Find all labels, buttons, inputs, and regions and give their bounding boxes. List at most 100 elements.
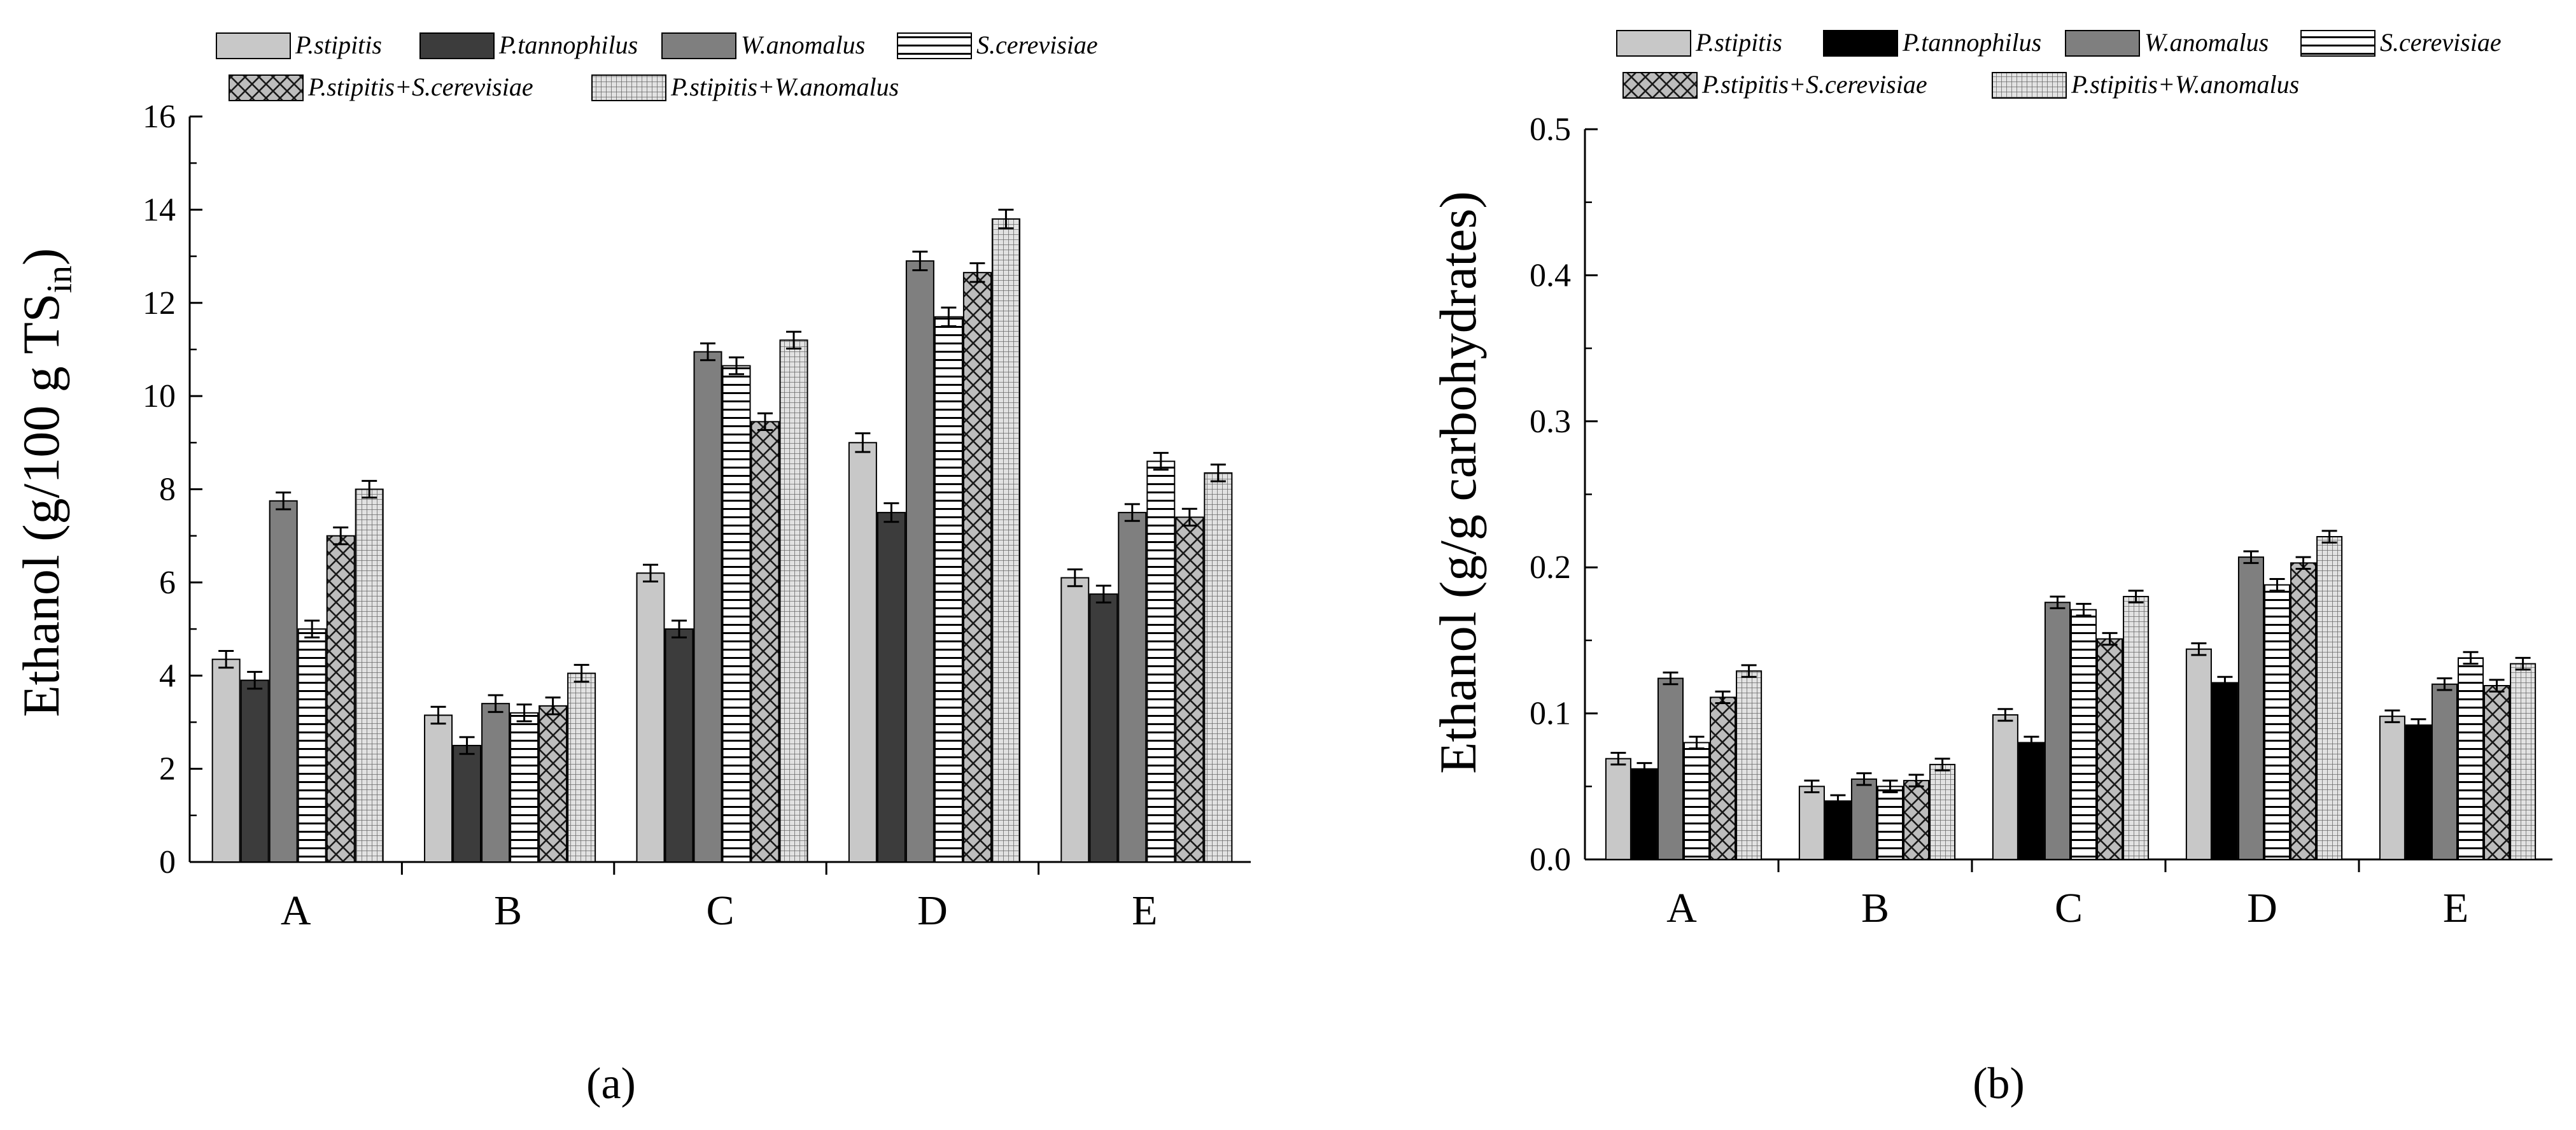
panel-a-bar — [1175, 516, 1204, 863]
panel-b-error-bar — [2437, 677, 2453, 691]
panel-b-error-bar — [2128, 590, 2144, 604]
panel-a-y-tick-label: 16 — [143, 99, 176, 135]
panel-b-error-bar — [2269, 578, 2285, 592]
panel-b-error-bar — [1636, 762, 1652, 776]
panel-b-bar — [1684, 742, 1710, 860]
panel-a-y-tick-label: 14 — [143, 192, 176, 228]
panel-a-legend-label: S.cerevisiae — [976, 31, 1098, 59]
panel-a-bar — [538, 705, 568, 863]
panel-a-legend-item: P.stipitis+W.anomalus — [591, 73, 899, 101]
panel-b-error-bar — [1610, 752, 1626, 766]
panel-b-error-bar — [2050, 595, 2066, 609]
panel-b-label: (b) — [1973, 1059, 2025, 1108]
panel-b-error-bar — [1830, 794, 1846, 808]
panel-b-error-bar — [1997, 708, 2013, 722]
panel-b-bar — [2071, 609, 2097, 860]
panel-b-bar — [1710, 696, 1736, 860]
panel-b-error-bar — [2411, 718, 2426, 732]
panel-b-legend-label: P.stipitis+W.anomalus — [2071, 70, 2299, 99]
panel-a-bar — [848, 442, 877, 863]
panel-b-legend-item: P.tannophilus — [1823, 28, 2041, 57]
panel-b-y-tick-label: 0.0 — [1530, 842, 1571, 878]
panel-a-bar — [269, 500, 298, 863]
panel-b-error-bar — [2321, 530, 2337, 544]
panel-b-y-tick-label: 0.4 — [1530, 257, 1571, 293]
panel-b-bar — [1798, 786, 1825, 861]
panel-b-legend-item: S.cerevisiae — [2300, 28, 2502, 57]
panel-b-legend-label: W.anomalus — [2144, 28, 2269, 57]
panel-a-chart: P.stipitis P.tannophilus W.anomalus S.cerev… — [12, 31, 1251, 1108]
panel-b-error-bar — [1715, 690, 1731, 705]
panel-a-bar — [510, 712, 539, 863]
panel-a-y-tick-label: 4 — [159, 658, 176, 694]
panel-a-category-label: D — [917, 887, 948, 934]
panel-b-bar — [1992, 714, 2018, 861]
panel-a-error-bar — [459, 736, 475, 755]
panel-a-legend-label: W.anomalus — [741, 31, 865, 59]
panel-a-bar — [750, 421, 780, 863]
panel-b-bar — [2237, 556, 2264, 861]
panel-a-bar — [1118, 512, 1147, 863]
panel-a-bar — [326, 535, 355, 863]
panel-b-error-bar — [2076, 603, 2092, 617]
panel-b-bar — [2405, 724, 2432, 861]
panel-a-bar — [297, 628, 327, 863]
panel-b-legend-label: P.stipitis — [1695, 28, 1782, 57]
panel-a-bar — [1146, 460, 1176, 863]
panel-a-legend-swatch — [229, 74, 304, 101]
panel-a-bar — [934, 316, 963, 863]
panel-b-legend: P.stipitis P.tannophilus W.anomalus S.cerev… — [1616, 28, 2502, 99]
panel-a-legend-label: P.stipitis — [295, 31, 382, 59]
panel-b-bar — [2290, 562, 2317, 860]
panel-b-bar — [2510, 663, 2537, 860]
panel-b-error-bar — [2217, 675, 2233, 690]
panel-a-legend-label: P.stipitis+S.cerevisiae — [307, 73, 533, 101]
panel-a-error-bar — [912, 250, 928, 272]
panel-b-y-tick-label: 0.1 — [1530, 696, 1571, 732]
panel-b-y-axis-label: Ethanol (g/g carbohydrates) — [1429, 191, 1487, 773]
panel-b-bar — [2018, 742, 2045, 860]
panel-a-error-bar — [969, 262, 985, 283]
panel-b-legend-item: P.stipitis+W.anomalus — [1992, 70, 2299, 99]
panel-b-legend-swatch — [1622, 72, 1698, 99]
panel-b-bar — [1824, 800, 1851, 860]
panel-a-error-bar — [574, 663, 589, 683]
panel-a-y-axis-label: Ethanol (g/100 g TSin) — [12, 248, 80, 717]
panel-a-error-bar — [1181, 507, 1197, 527]
panel-b-bar — [1929, 763, 1956, 861]
panel-b-error-bar — [1908, 773, 1924, 787]
panel-a-bar — [991, 218, 1020, 863]
panel-a-bar — [876, 512, 906, 863]
panel-a-error-bar — [488, 694, 503, 713]
panel-a-error-bar — [757, 412, 773, 432]
panel-a-bar — [481, 703, 510, 863]
panel-b-legend-label: S.cerevisiae — [2380, 28, 2502, 57]
panel-b-legend-swatch — [2300, 30, 2375, 57]
panel-a-error-bar — [941, 306, 957, 327]
panel-b-error-bar — [2023, 735, 2039, 750]
panel-a-error-bar — [786, 330, 802, 350]
panel-b-legend-label: P.tannophilus — [1902, 28, 2041, 57]
panel-a-bar — [779, 339, 808, 863]
panel-a-legend-label: P.tannophilus — [498, 31, 638, 59]
panel-b-chart: P.stipitis P.tannophilus W.anomalus S.cerev… — [1429, 28, 2552, 1108]
panel-b-bar — [2044, 602, 2071, 860]
panel-a-error-bar — [247, 670, 263, 690]
panel-a-legend-item: P.tannophilus — [419, 31, 638, 59]
panel-b-bar — [1736, 670, 1763, 860]
panel-a-legend-swatch — [661, 32, 736, 59]
panel-a-bar — [962, 272, 992, 863]
panel-a-error-bar — [1095, 584, 1111, 604]
panel-a-error-bar — [1210, 463, 1226, 483]
panel-a-category-label: C — [706, 887, 734, 934]
panel-b-error-bar — [2102, 632, 2118, 646]
panel-a-bar — [636, 572, 665, 863]
panel-a-legend-swatch — [216, 32, 291, 59]
panel-a-error-bar — [545, 696, 561, 716]
panel-b-y-tick-label: 0.2 — [1530, 549, 1571, 586]
panel-a-bar — [665, 628, 694, 863]
panel-b-legend-swatch — [1992, 72, 2067, 99]
panel-b-bar — [1850, 778, 1877, 860]
panel-b-legend-item: P.stipitis+S.cerevisiae — [1622, 70, 1927, 99]
